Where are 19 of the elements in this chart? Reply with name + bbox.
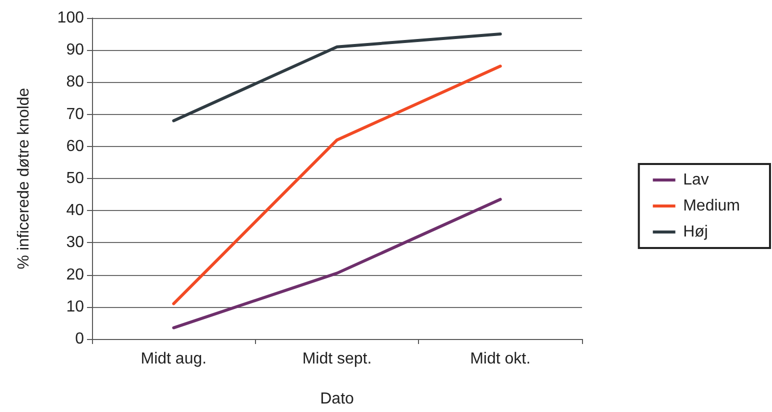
- y-tick-label: 40: [66, 202, 84, 220]
- y-axis-title: % inficerede døtre knolde: [16, 88, 32, 270]
- x-axis-title: Dato: [320, 390, 354, 408]
- y-tick-label: 70: [66, 106, 84, 123]
- y-tick-label: 100: [57, 10, 84, 26]
- x-tick-label: Midt okt.: [470, 350, 531, 368]
- y-tick-label: 50: [66, 170, 84, 187]
- legend-label: Høj: [683, 224, 708, 240]
- y-tick-label: 80: [66, 74, 84, 91]
- y-tick-label: 0: [75, 330, 84, 348]
- x-tick-label: Midt sept.: [302, 350, 372, 368]
- legend-label: Lav: [683, 172, 709, 188]
- legend-label: Medium: [683, 198, 740, 214]
- y-tick-label: 60: [66, 138, 84, 155]
- y-tick-label: 30: [66, 234, 84, 252]
- y-tick-label: 20: [66, 266, 84, 284]
- x-tick-label: Midt aug.: [140, 350, 207, 368]
- y-tick-label: 10: [66, 298, 84, 316]
- y-tick-label: 90: [66, 42, 84, 59]
